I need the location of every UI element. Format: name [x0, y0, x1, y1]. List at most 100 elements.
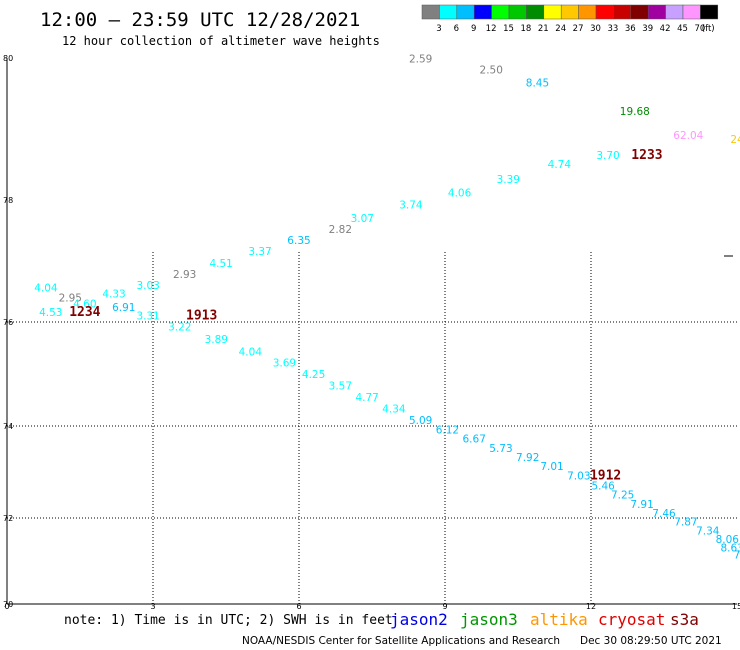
color-scale-unit: (ft)	[702, 24, 715, 34]
color-scale-label: 39	[642, 24, 653, 34]
data-point: 19.68	[620, 106, 650, 118]
data-point: 5.09	[409, 415, 432, 427]
data-point: 3.69	[273, 358, 296, 370]
data-point: 3.70	[596, 150, 619, 162]
color-scale-label: 27	[573, 24, 584, 34]
data-point: 4.33	[102, 289, 125, 301]
chart-subtitle: 12 hour collection of altimeter wave hei…	[62, 34, 380, 48]
y-tick-label: 74	[3, 422, 13, 431]
color-swatch	[421, 4, 440, 20]
data-point: 7.25	[611, 490, 634, 502]
data-point: 5.46	[591, 480, 615, 492]
satellite-name-jason2: jason2	[390, 610, 448, 629]
data-point: 4.25	[302, 369, 325, 381]
satellite-name-jason3: jason3	[460, 610, 518, 629]
data-point: 7.01	[540, 461, 563, 473]
color-scale-label: 15	[503, 24, 514, 34]
data-point: 3.37	[248, 246, 271, 258]
data-point: 3.39	[497, 174, 520, 186]
data-point: 4.34	[382, 403, 406, 415]
color-scale-label: 33	[607, 24, 618, 34]
pass-number: 1912	[590, 468, 621, 483]
x-tick-label: 9	[442, 602, 447, 611]
color-scale-label: 42	[660, 24, 671, 34]
data-point: 4.74	[548, 159, 572, 171]
data-point: 4.60	[73, 298, 96, 310]
color-swatch	[473, 4, 492, 20]
x-tick-label: 12	[586, 602, 596, 611]
data-point: 7.34	[696, 525, 720, 537]
data-point: 7	[734, 549, 740, 561]
color-scale-label: 3	[436, 24, 441, 34]
satellite-name-altika: altika	[530, 610, 588, 629]
color-swatch	[439, 4, 458, 20]
color-swatch	[578, 4, 597, 20]
data-point: 62.04	[673, 130, 703, 142]
data-point: 24	[730, 134, 740, 146]
plot-area: 0 3 6 9 12 15 80 78 76 74 72 70 2.59 2.50 8.45 19.68 6…	[3, 53, 740, 611]
data-point: 2.59	[409, 53, 432, 65]
data-point: 3.03	[136, 280, 159, 292]
data-point: 3.22	[168, 321, 191, 333]
data-point: 3.89	[205, 334, 228, 346]
color-swatch	[508, 4, 527, 20]
data-point: 3.74	[399, 200, 423, 212]
color-scale-label: 6	[454, 24, 459, 34]
data-point: 3.07	[351, 213, 374, 225]
satellite-name-s3a: s3a	[670, 610, 699, 629]
y-tick-label: 72	[3, 514, 13, 523]
data-point: 8.06	[716, 534, 740, 546]
x-tick-label: 15	[732, 602, 740, 611]
pass-labels: 1234 1913 1233 1912	[69, 148, 662, 484]
satellite-legend: jason2 jason3 altika cryosat s3a	[390, 610, 699, 629]
chart-title: 12:00 — 23:59 UTC 12/28/2021	[40, 9, 360, 31]
timestamp-text: Dec 30 08:29:50 UTC 2021	[580, 635, 722, 647]
data-point: 4.06	[448, 187, 472, 199]
color-scale-label: 12	[486, 24, 497, 34]
color-swatch	[595, 4, 614, 20]
y-tick-labels: 80 78 76 74 72 70	[3, 54, 13, 609]
color-swatch	[543, 4, 562, 20]
satellite-name-cryosat: cryosat	[598, 610, 665, 629]
color-swatch	[613, 4, 632, 20]
data-point: 7.87	[674, 517, 697, 529]
data-points: 2.59 2.50 8.45 19.68 62.04 24 3.70 4.74 3.39 4.06…	[34, 53, 740, 561]
credit-text: NOAA/NESDIS Center for Satellite Applica…	[242, 635, 560, 647]
color-swatch	[700, 4, 719, 20]
color-swatch	[456, 4, 475, 20]
color-scale-label: 18	[520, 24, 531, 34]
y-tick-label: 70	[3, 600, 13, 609]
color-scale-label: 70	[694, 24, 705, 34]
x-tick-labels: 0 3 6 9 12 15	[4, 602, 740, 611]
color-swatch	[491, 4, 510, 20]
data-point: 3.31	[136, 311, 159, 323]
y-tick-label: 78	[3, 196, 13, 205]
data-point: 6.35	[287, 235, 310, 247]
data-point: 5.73	[489, 443, 512, 455]
data-point: 4.51	[209, 258, 232, 270]
color-swatch	[682, 4, 701, 20]
data-point: 7.03	[567, 470, 590, 482]
data-point: 6.67	[463, 434, 486, 446]
color-scale-label: 21	[538, 24, 549, 34]
color-scale-legend: 3 6 9 12 15 18 21 24 27 30 33 36 39 42 45 70(ft)	[421, 4, 719, 34]
data-point: 7.46	[652, 508, 676, 520]
color-scale-label: 24	[555, 24, 566, 34]
data-point: 8.63	[720, 543, 740, 555]
y-tick-label: 80	[3, 54, 13, 63]
color-scale-label: 9	[471, 24, 476, 34]
data-point: 4.04	[34, 283, 58, 295]
color-scale-label: 36	[625, 24, 636, 34]
x-tick-label: 3	[150, 602, 155, 611]
data-point: 4.53	[39, 307, 62, 319]
data-point: 2.95	[59, 292, 82, 304]
data-point: 4.04	[239, 346, 263, 358]
x-tick-label: 0	[4, 602, 9, 611]
pass-number: 1233	[631, 148, 662, 163]
data-point: 6.91	[112, 302, 135, 314]
data-point: 7.91	[630, 499, 653, 511]
data-point: 8.45	[526, 77, 549, 89]
data-point: 6.12	[436, 424, 459, 436]
pass-number: 1234	[69, 305, 100, 320]
